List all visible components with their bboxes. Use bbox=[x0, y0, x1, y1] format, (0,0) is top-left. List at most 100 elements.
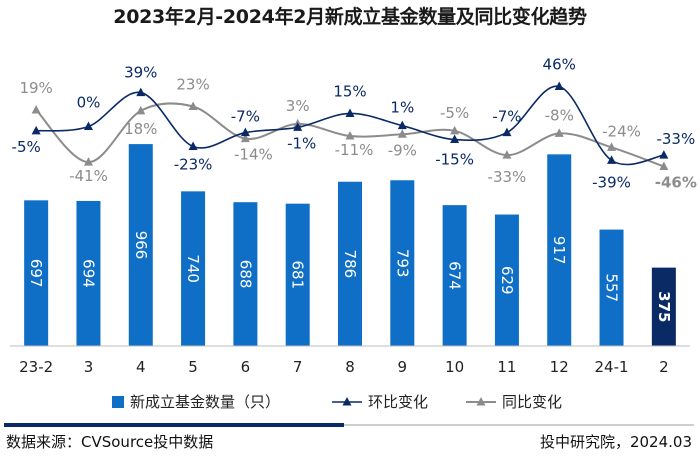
bar-6 bbox=[233, 202, 258, 346]
bar-4 bbox=[128, 144, 153, 346]
mom-label-8: 15% bbox=[333, 82, 366, 100]
x-tick-5: 5 bbox=[188, 358, 198, 376]
bar-label-3: 694 bbox=[79, 259, 97, 288]
legend-bar-label: 新成立基金数量（只） bbox=[130, 393, 280, 411]
mom-label-9: 1% bbox=[390, 99, 414, 117]
yoy-point-12 bbox=[554, 128, 564, 137]
legend-yoy-label: 同比变化 bbox=[502, 393, 562, 411]
yoy-label-7: 3% bbox=[286, 97, 310, 115]
footer-divider bbox=[4, 424, 694, 426]
mom-label-7: -1% bbox=[287, 134, 316, 152]
bar-label-6: 688 bbox=[236, 260, 254, 289]
mom-point-23-2 bbox=[31, 125, 41, 135]
yoy-point-3 bbox=[83, 157, 93, 166]
bar-label-23-2: 697 bbox=[27, 259, 45, 288]
bar-label-7: 681 bbox=[289, 261, 307, 290]
x-tick-24-1: 24-1 bbox=[595, 358, 629, 376]
x-tick-23-2: 23-2 bbox=[19, 358, 53, 376]
yoy-point-5 bbox=[188, 101, 198, 110]
x-tick-10: 10 bbox=[445, 358, 464, 376]
mom-label-10: -15% bbox=[435, 151, 474, 169]
credit: 投中研究院，2024.03 bbox=[539, 433, 692, 451]
footer-divider-accent bbox=[4, 423, 344, 427]
bar-9 bbox=[390, 180, 415, 346]
bar-label-2: 375 bbox=[655, 291, 673, 322]
mom-point-10 bbox=[450, 134, 460, 144]
x-tick-8: 8 bbox=[345, 358, 355, 376]
yoy-point-23-2 bbox=[31, 104, 41, 114]
mom-point-7 bbox=[293, 122, 303, 131]
mom-point-2 bbox=[659, 150, 669, 159]
yoy-label-2: -46% bbox=[655, 173, 697, 191]
bar-5 bbox=[181, 191, 206, 346]
bar-label-12: 917 bbox=[550, 236, 568, 265]
mom-point-6 bbox=[240, 127, 250, 137]
legend-mom-marker bbox=[342, 397, 352, 406]
yoy-point-2 bbox=[659, 161, 669, 170]
legend-bar-swatch bbox=[112, 396, 124, 408]
mom-point-8 bbox=[345, 108, 355, 117]
bar-label-10: 674 bbox=[446, 261, 464, 290]
yoy-label-23-2: 19% bbox=[19, 79, 52, 97]
x-tick-9: 9 bbox=[398, 358, 408, 376]
bar-2 bbox=[651, 267, 676, 346]
x-tick-2: 2 bbox=[659, 358, 669, 376]
x-tick-6: 6 bbox=[241, 358, 251, 376]
bar-24-1 bbox=[599, 229, 624, 346]
yoy-label-5: 23% bbox=[176, 75, 209, 93]
bar-3 bbox=[76, 200, 101, 346]
yoy-point-10 bbox=[450, 125, 460, 135]
mom-label-12: 46% bbox=[543, 56, 576, 74]
bar-label-8: 786 bbox=[341, 250, 359, 279]
bar-11 bbox=[494, 214, 519, 346]
bar-10 bbox=[442, 205, 467, 346]
mom-point-3 bbox=[83, 121, 93, 130]
bar-label-4: 966 bbox=[132, 231, 150, 260]
legend-mom-label: 环比变化 bbox=[368, 393, 428, 411]
mom-label-5: -23% bbox=[174, 155, 213, 173]
yoy-label-11: -33% bbox=[488, 168, 527, 186]
bar-label-9: 793 bbox=[393, 249, 411, 278]
yoy-point-8 bbox=[345, 131, 355, 140]
mom-label-23-2: -5% bbox=[12, 138, 41, 156]
x-tick-4: 4 bbox=[136, 358, 146, 376]
mom-point-11 bbox=[502, 127, 512, 137]
yoy-label-24-1: -24% bbox=[602, 122, 641, 140]
bar-label-11: 629 bbox=[498, 266, 516, 295]
mom-point-24-1 bbox=[607, 155, 617, 164]
yoy-label-3: -41% bbox=[69, 167, 108, 185]
yoy-label-4: 18% bbox=[124, 120, 157, 138]
x-tick-3: 3 bbox=[84, 358, 94, 376]
bar-8 bbox=[338, 181, 362, 346]
mom-point-12 bbox=[554, 81, 564, 91]
chart-title: 2023年2月-2024年2月新成立基金数量及同比变化趋势 bbox=[113, 6, 587, 28]
yoy-label-12: -8% bbox=[545, 106, 574, 124]
yoy-label-9: -9% bbox=[388, 141, 417, 159]
x-tick-7: 7 bbox=[293, 358, 303, 376]
yoy-label-8: -11% bbox=[335, 141, 374, 159]
bar-23-2 bbox=[24, 200, 49, 346]
bar-12 bbox=[547, 154, 572, 346]
mom-point-9 bbox=[397, 120, 407, 130]
mom-label-11: -7% bbox=[492, 108, 521, 126]
legend-yoy-marker bbox=[476, 397, 486, 406]
mom-label-3: 0% bbox=[77, 93, 101, 111]
mom-point-4 bbox=[136, 87, 146, 97]
yoy-label-10: -5% bbox=[440, 104, 469, 122]
mom-label-4: 39% bbox=[124, 64, 157, 82]
data-source: 数据来源：CVSource投中数据 bbox=[6, 433, 214, 451]
mom-label-6: -7% bbox=[231, 108, 260, 126]
mom-label-24-1: -39% bbox=[592, 173, 631, 191]
bar-label-24-1: 557 bbox=[603, 273, 621, 302]
x-tick-12: 12 bbox=[550, 358, 569, 376]
yoy-point-11 bbox=[502, 150, 512, 159]
yoy-point-4 bbox=[136, 105, 146, 115]
bar-7 bbox=[285, 203, 310, 346]
x-tick-11: 11 bbox=[497, 358, 516, 376]
yoy-point-9 bbox=[397, 129, 407, 138]
yoy-point-24-1 bbox=[607, 142, 617, 151]
mom-point-5 bbox=[188, 141, 198, 150]
yoy-label-6: -14% bbox=[234, 146, 273, 164]
mom-label-2: -33% bbox=[656, 130, 695, 148]
